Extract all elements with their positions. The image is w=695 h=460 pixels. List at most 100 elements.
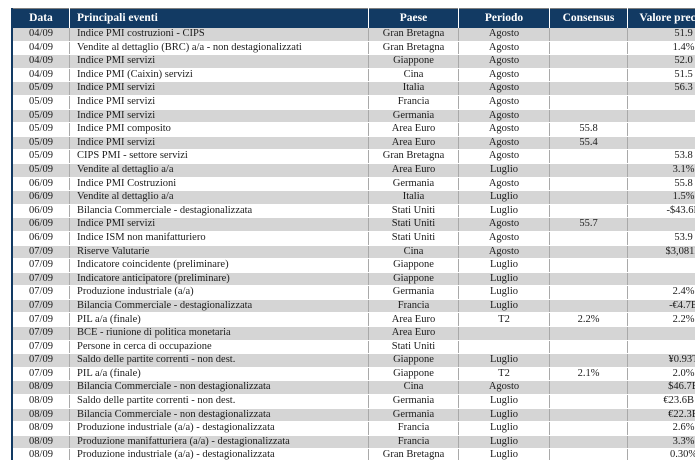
table-row: 05/09 Indice PMI servizi Francia Agosto <box>12 95 695 110</box>
cell-event: Indicatore anticipatore (preliminare) <box>69 272 369 287</box>
cell-period: Agosto <box>458 217 550 232</box>
economic-calendar-table: Data Principali eventi Paese Periodo Consens… <box>11 8 695 460</box>
table-row: 06/09 Vendite al dettaglio a/a Italia Lugli… <box>12 190 695 205</box>
cell-date: 07/09 <box>12 312 70 328</box>
cell-previous <box>627 272 695 287</box>
cell-previous: 3.3% <box>627 435 695 450</box>
cell-date: 05/09 <box>12 163 70 178</box>
cell-date: 08/09 <box>12 421 70 436</box>
cell-previous: ¥0.93T <box>627 353 695 368</box>
cell-event: Indice PMI servizi <box>69 81 369 96</box>
cell-event: Produzione industriale (a/a) - destagion… <box>69 448 369 460</box>
cell-period: Luglio <box>458 394 550 409</box>
cell-period: Luglio <box>458 258 550 273</box>
column-header-consensus: Consensus <box>549 8 628 28</box>
cell-consensus <box>549 28 628 42</box>
cell-country: Giappone <box>368 272 459 287</box>
table-row: 08/09 Bilancia Commerciale - non destagio… <box>12 380 695 396</box>
cell-previous <box>627 95 695 110</box>
cell-previous: $46.7B <box>627 380 695 396</box>
cell-period: Luglio <box>458 299 550 314</box>
cell-date: 07/09 <box>12 299 70 314</box>
cell-period: Agosto <box>458 245 550 260</box>
cell-date: 06/09 <box>12 190 70 205</box>
cell-date: 06/09 <box>12 177 70 192</box>
cell-consensus <box>549 95 628 110</box>
cell-date: 04/09 <box>12 28 70 42</box>
cell-event: Produzione industriale (a/a) <box>69 285 369 300</box>
column-header-period: Periodo <box>458 8 550 28</box>
cell-country: Gran Bretagna <box>368 28 459 42</box>
cell-country: Francia <box>368 95 459 110</box>
cell-date: 07/09 <box>12 245 70 260</box>
table-row: 06/09 Indice ISM non manifatturiero Stati … <box>12 231 695 246</box>
cell-period: Luglio <box>458 408 550 423</box>
cell-consensus <box>549 353 628 368</box>
table-row: 07/09 BCE - riunione di politica monetari… <box>12 326 695 341</box>
cell-period: Luglio <box>458 163 550 178</box>
table-row: 07/09 Bilancia Commerciale - destagionali… <box>12 299 695 314</box>
cell-previous <box>627 258 695 273</box>
cell-date: 08/09 <box>12 408 70 423</box>
cell-event: Vendite al dettaglio a/a <box>69 163 369 178</box>
cell-previous: 1.5% <box>627 190 695 205</box>
cell-date: 04/09 <box>12 41 70 56</box>
cell-date: 07/09 <box>12 340 70 355</box>
cell-event: Indice PMI servizi <box>69 136 369 151</box>
cell-consensus <box>549 448 628 460</box>
cell-country: Stati Uniti <box>368 231 459 246</box>
cell-date: 05/09 <box>12 109 70 124</box>
cell-event: Produzione manifatturiera (a/a) - destag… <box>69 435 369 450</box>
cell-period: Luglio <box>458 272 550 287</box>
cell-country: Francia <box>368 435 459 450</box>
cell-previous: $3,081B <box>627 245 695 260</box>
table-row: 08/09 Saldo delle partite correnti - non … <box>12 394 695 409</box>
column-header-country: Paese <box>368 8 459 28</box>
cell-event: Persone in cerca di occupazione <box>69 340 369 355</box>
cell-country: Gran Bretagna <box>368 448 459 460</box>
cell-country: Cina <box>368 245 459 260</box>
cell-consensus <box>549 68 628 83</box>
cell-consensus <box>549 41 628 56</box>
cell-previous: 51.9 <box>627 28 695 42</box>
cell-previous: 55.8 <box>627 177 695 192</box>
cell-period: Luglio <box>458 204 550 219</box>
cell-country: Germania <box>368 408 459 423</box>
cell-date: 05/09 <box>12 81 70 96</box>
cell-previous: 1.4% <box>627 41 695 56</box>
cell-previous: -$43.6B <box>627 204 695 219</box>
cell-event: Vendite al dettaglio (BRC) a/a - non des… <box>69 41 369 56</box>
cell-consensus <box>549 285 628 300</box>
cell-country: Cina <box>368 68 459 83</box>
cell-period: Agosto <box>458 109 550 124</box>
cell-period: Agosto <box>458 81 550 96</box>
cell-event: BCE - riunione di politica monetaria <box>69 326 369 341</box>
cell-event: Indice PMI servizi <box>69 54 369 69</box>
cell-consensus <box>549 245 628 260</box>
cell-date: 07/09 <box>12 272 70 287</box>
cell-date: 06/09 <box>12 231 70 246</box>
cell-previous <box>627 340 695 355</box>
cell-previous: 2.4% <box>627 285 695 300</box>
table-row: 04/09 Indice PMI costruzioni - CIPS Gran B… <box>12 28 695 42</box>
cell-period: Agosto <box>458 28 550 42</box>
cell-event: Saldo delle partite correnti - non dest. <box>69 353 369 368</box>
cell-consensus <box>549 299 628 314</box>
cell-country: Giappone <box>368 54 459 69</box>
table-row: 04/09 Indice PMI servizi Giappone Agosto 52.… <box>12 54 695 69</box>
cell-previous: 52.0 <box>627 54 695 69</box>
cell-date: 07/09 <box>12 326 70 341</box>
cell-previous <box>627 217 695 232</box>
cell-country: Germania <box>368 109 459 124</box>
cell-date: 07/09 <box>12 285 70 300</box>
table-row: 06/09 Bilancia Commerciale - destagionali… <box>12 204 695 219</box>
cell-consensus <box>549 394 628 409</box>
cell-event: Bilancia Commerciale - non destagionaliz… <box>69 408 369 423</box>
cell-period: Luglio <box>458 285 550 300</box>
table-body: 04/09 Indice PMI costruzioni - CIPS Gran B… <box>12 28 695 460</box>
cell-date: 07/09 <box>12 353 70 368</box>
cell-consensus: 55.8 <box>549 122 628 137</box>
cell-consensus <box>549 54 628 69</box>
cell-previous <box>627 109 695 124</box>
